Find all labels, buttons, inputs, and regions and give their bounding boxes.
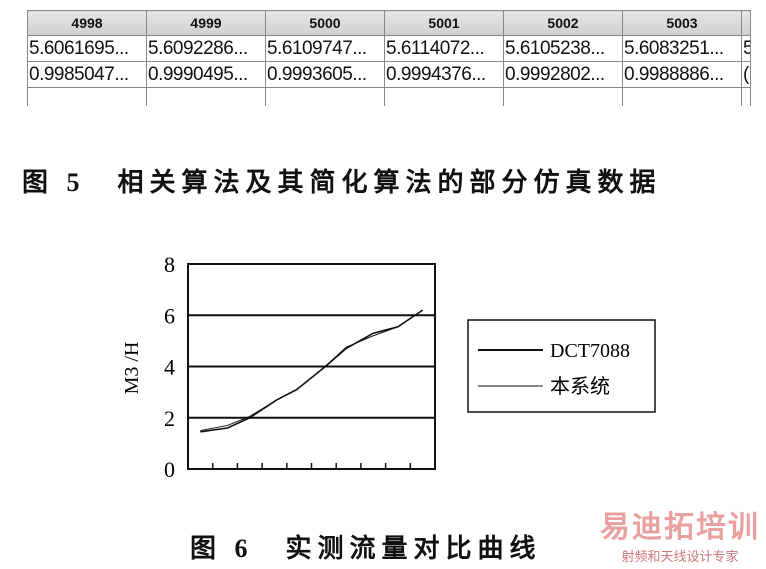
table-cell: 0.9992802... [503,61,623,88]
y-axis-label: M3 /H [121,342,143,395]
series-line-1 [200,309,424,433]
table-cell: 0.9985047... [27,61,147,88]
table-row-empty [27,87,751,106]
y-tick-label: 0 [164,457,175,482]
y-tick-label: 8 [164,252,175,277]
column-header: 5002 [503,10,623,36]
table-cell: 0.9988886... [622,61,742,88]
table-row: 5.6061695... 5.6092286... 5.6109747... 5… [27,35,751,62]
table-cell: 5.6061695... [27,35,147,62]
table-cell: ( [741,61,751,88]
simulation-data-table: 4998 4999 5000 5001 5002 5003 5.6061695.… [27,10,751,106]
legend: DCT7088 本系统 [467,319,656,413]
table-row: 0.9985047... 0.9990495... 0.9993605... 0… [27,61,751,88]
y-tick-label: 2 [164,406,175,431]
table-cell: 5.6105238... [503,35,623,62]
column-header: 4998 [27,10,147,36]
table-cell: 5.6083251... [622,35,742,62]
table-cell [741,87,751,106]
y-tick-label: 6 [164,303,175,328]
table-cell: 0.9994376... [384,61,504,88]
legend-label: 本系统 [550,375,610,398]
table-cell: 0.9990495... [146,61,266,88]
series-line-2 [200,309,423,432]
table-cell: 5.6109747... [265,35,385,62]
table-cell: 0.9993605... [265,61,385,88]
column-header: 5001 [384,10,504,36]
watermark-logo: 易迪拓培训 射频和天线设计专家 [600,511,760,564]
table-header-row: 4998 4999 5000 5001 5002 5003 [27,10,751,36]
y-tick-label: 4 [164,355,175,380]
column-header: 5003 [622,10,742,36]
figure-6-caption: 图 6 实测流量对比曲线 [190,534,542,563]
legend-label: DCT7088 [550,340,630,362]
table-cell: 5.6092286... [146,35,266,62]
figure-5-caption: 图 5 相关算法及其简化算法的部分仿真数据 [22,168,662,197]
